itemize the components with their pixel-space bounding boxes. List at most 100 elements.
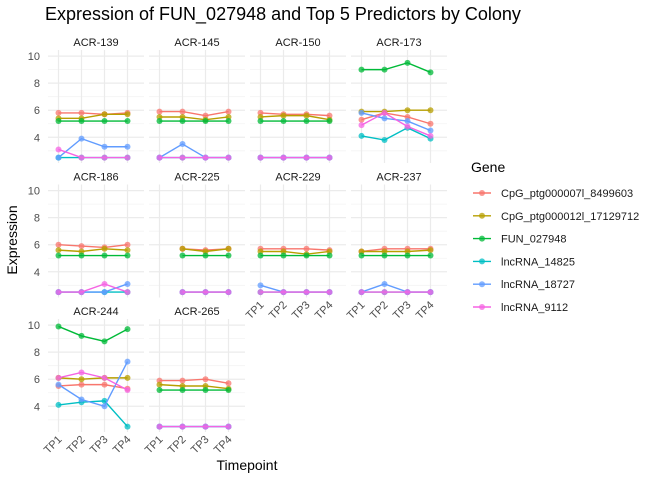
data-point xyxy=(280,252,287,259)
data-point xyxy=(124,111,131,118)
y-tick-label: 10 xyxy=(28,186,40,198)
facet-strip-label: ACR-186 xyxy=(73,172,118,184)
facet-strip-label: ACR-173 xyxy=(376,37,421,49)
data-point xyxy=(124,252,131,259)
legend-key-point xyxy=(479,304,485,310)
data-point xyxy=(55,247,62,254)
series-line xyxy=(58,137,128,159)
data-point xyxy=(78,135,85,142)
y-tick-label: 4 xyxy=(34,267,40,279)
facet-panel: ACR-229 TP1 TP2 TP3 TP4 xyxy=(244,172,346,322)
facet-strip-label: ACR-244 xyxy=(73,306,118,318)
data-point xyxy=(78,154,85,161)
data-point xyxy=(358,132,365,139)
data-point xyxy=(280,289,287,296)
data-point xyxy=(326,289,333,296)
chart-title: Expression of FUN_027948 and Top 5 Predi… xyxy=(45,4,521,25)
legend-key-point xyxy=(479,235,485,242)
data-point xyxy=(202,118,209,125)
data-point xyxy=(101,143,108,150)
series-line xyxy=(58,244,128,249)
data-point xyxy=(55,252,62,259)
legend-label: lncRNA_9112 xyxy=(501,302,568,314)
data-point xyxy=(55,374,62,381)
series-line xyxy=(361,248,431,253)
data-point xyxy=(179,423,186,430)
series-line xyxy=(58,377,128,380)
x-tick-label: TP1 xyxy=(143,434,166,457)
data-point xyxy=(303,112,310,119)
facet-strip-label: ACR-145 xyxy=(174,37,219,49)
series-line xyxy=(159,110,229,117)
data-point xyxy=(124,423,131,430)
data-point xyxy=(156,387,163,394)
data-point xyxy=(156,381,163,388)
facet-panel: ACR-139 4 6 8 10 xyxy=(28,37,144,163)
data-point xyxy=(381,66,388,73)
data-point xyxy=(124,118,131,125)
y-tick-label: 10 xyxy=(28,320,40,332)
data-point xyxy=(179,154,186,161)
series-line xyxy=(58,113,128,120)
data-point xyxy=(55,289,62,296)
data-point xyxy=(78,396,85,403)
data-point xyxy=(257,282,264,289)
data-point xyxy=(225,252,232,259)
legend-key-point xyxy=(479,281,485,288)
facet-panel: ACR-145 xyxy=(149,37,245,163)
data-point xyxy=(427,127,434,134)
data-point xyxy=(427,289,434,296)
series-line xyxy=(260,112,330,117)
data-point xyxy=(303,154,310,161)
data-point xyxy=(326,252,333,259)
data-point xyxy=(427,252,434,259)
series-line xyxy=(159,378,229,384)
data-point xyxy=(381,136,388,143)
series-line xyxy=(159,383,229,390)
data-point xyxy=(225,387,232,394)
data-point xyxy=(225,154,232,161)
data-point xyxy=(257,289,264,296)
series-line xyxy=(260,284,330,293)
data-point xyxy=(124,143,131,150)
data-point xyxy=(280,118,287,125)
facet-panel: ACR-244 4 6 8 10 TP1 TP2 TP3 TP4 xyxy=(28,306,144,456)
data-point xyxy=(358,109,365,116)
data-point xyxy=(179,245,186,252)
legend-item: CpG_ptg000007l_8499603 xyxy=(473,188,633,200)
data-point xyxy=(124,358,131,365)
data-point xyxy=(124,387,131,394)
facet-panel: ACR-237 TP1 TP2 TP3 TP4 xyxy=(345,172,447,322)
data-point xyxy=(55,401,62,408)
data-point xyxy=(358,122,365,129)
data-point xyxy=(156,118,163,125)
facet-strip-label: ACR-229 xyxy=(275,172,320,184)
legend-label: lncRNA_14825 xyxy=(501,256,575,268)
x-tick-label: TP4 xyxy=(111,434,134,457)
data-point xyxy=(101,118,108,125)
data-point xyxy=(101,381,108,388)
data-point xyxy=(404,252,411,259)
y-tick-label: 4 xyxy=(34,132,40,144)
facet-strip-label: ACR-225 xyxy=(174,172,219,184)
data-point xyxy=(101,289,108,296)
x-tick-label: TP4 xyxy=(313,299,336,322)
facet-panel: ACR-186 4 6 8 10 xyxy=(28,172,144,298)
series-line xyxy=(361,249,431,253)
data-point xyxy=(101,154,108,161)
data-point xyxy=(156,423,163,430)
legend-title: Gene xyxy=(471,159,505,175)
data-point xyxy=(101,245,108,252)
data-point xyxy=(124,241,131,248)
legend-label: FUN_027948 xyxy=(501,234,566,246)
data-point xyxy=(202,387,209,394)
data-point xyxy=(225,108,232,115)
data-point xyxy=(179,141,186,148)
data-point xyxy=(101,111,108,118)
data-point xyxy=(78,118,85,125)
data-point xyxy=(427,247,434,254)
data-point xyxy=(358,289,365,296)
x-tick-label: TP2 xyxy=(65,434,88,457)
data-point xyxy=(124,374,131,381)
x-tick-label: TP1 xyxy=(345,299,368,322)
